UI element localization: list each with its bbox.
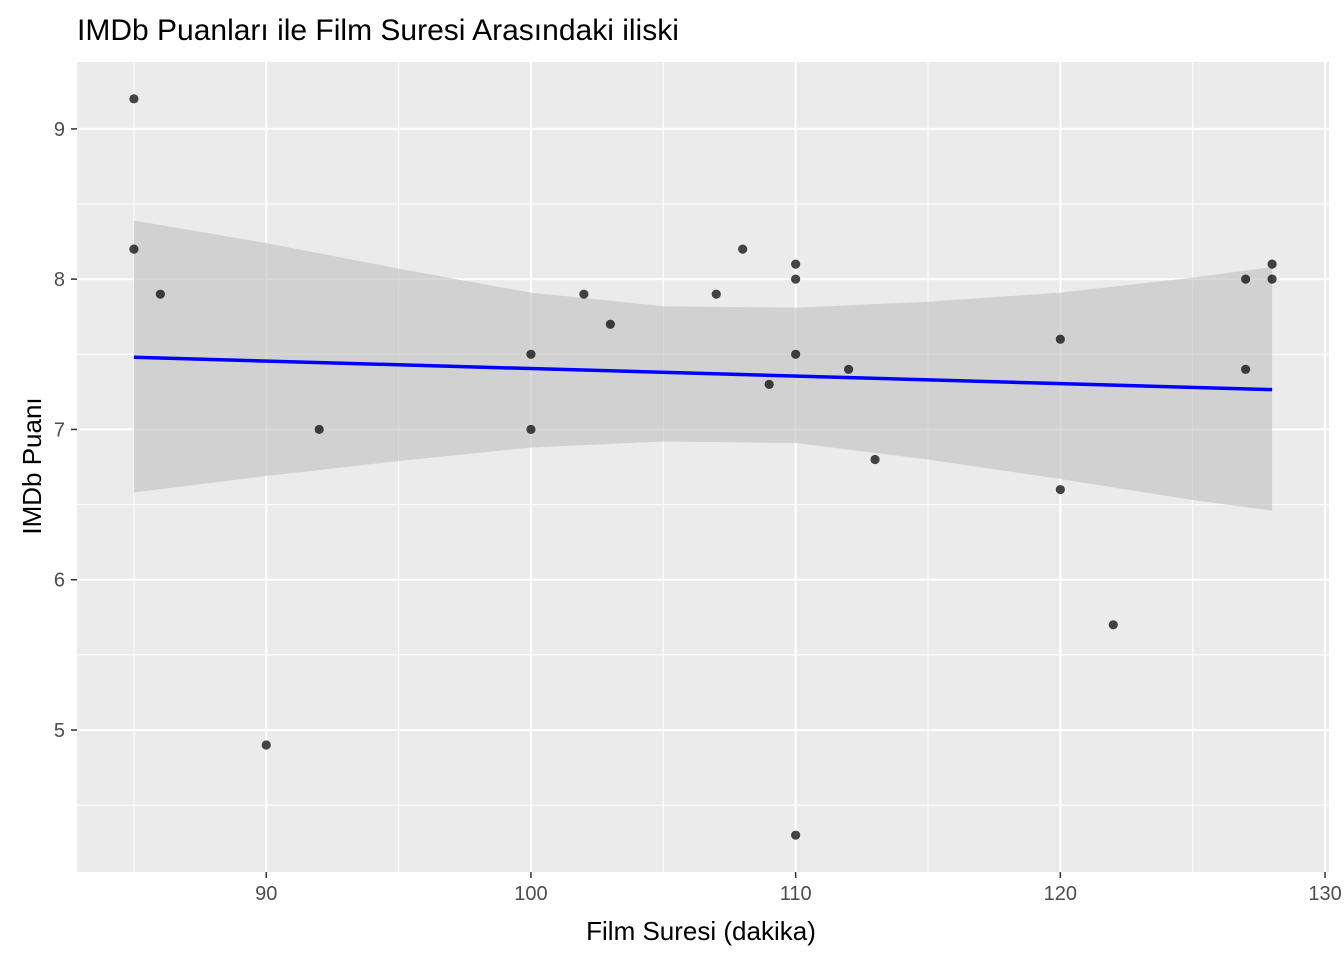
data-point (579, 289, 589, 299)
data-point (1241, 364, 1251, 374)
y-tick-label: 7 (54, 419, 65, 441)
data-point (711, 289, 721, 299)
y-tick-label: 5 (54, 720, 65, 742)
data-point (1055, 334, 1065, 344)
data-point (1267, 274, 1277, 284)
confidence-band (133, 220, 1273, 511)
data-point (764, 379, 774, 389)
data-point (129, 244, 139, 254)
x-tick-label: 120 (1044, 883, 1077, 905)
data-point (526, 349, 536, 359)
data-point (129, 94, 139, 104)
y-axis-title: IMDb Puanı (17, 397, 47, 534)
data-point (1055, 484, 1065, 495)
x-tick-label: 110 (780, 883, 812, 905)
x-axis-title: Film Suresi (dakika) (586, 916, 816, 946)
y-tick-label: 8 (54, 269, 65, 291)
x-axis: 90 100 110 120 130 (255, 872, 1342, 905)
data-point (791, 830, 801, 840)
data-point (1267, 259, 1277, 269)
data-point (791, 259, 801, 269)
data-point (1241, 274, 1251, 284)
x-tick-label: 130 (1308, 883, 1341, 905)
data-point (791, 349, 801, 359)
data-point (738, 244, 748, 254)
y-tick-label: 6 (54, 570, 65, 592)
data-point (870, 454, 880, 465)
data-point (791, 274, 801, 284)
y-axis: 5 6 7 8 9 (54, 119, 77, 742)
data-point (261, 740, 271, 750)
y-tick-label: 9 (54, 119, 65, 141)
x-tick-label: 90 (255, 883, 277, 905)
plot-panel (77, 62, 1329, 872)
x-tick-label: 100 (514, 883, 547, 905)
data-point (1108, 620, 1118, 630)
data-point (314, 424, 324, 435)
chart-title: IMDb Puanları ile Film Suresi Arasındaki… (77, 14, 679, 47)
trend-line (133, 355, 1273, 392)
data-point (155, 289, 165, 299)
data-point (526, 424, 536, 435)
data-point (843, 364, 854, 374)
data-point (605, 319, 615, 329)
